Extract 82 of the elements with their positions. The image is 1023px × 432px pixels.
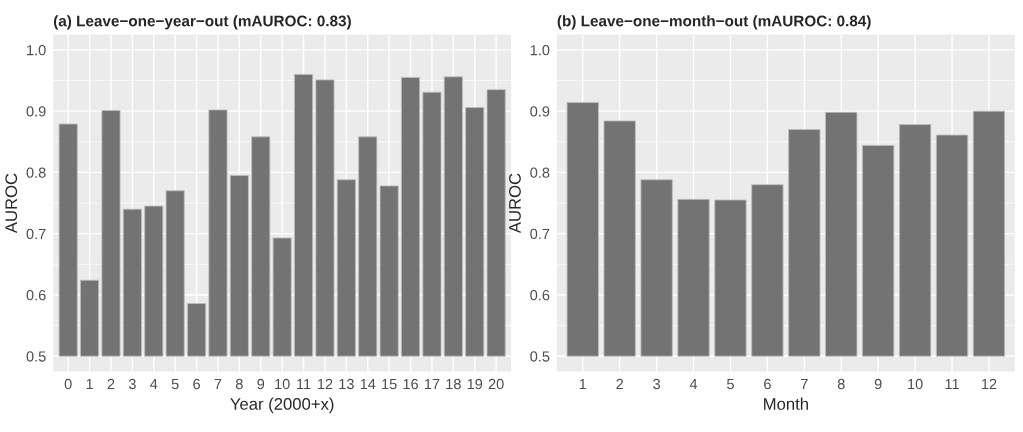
x-tick-label: 16 [403, 378, 419, 390]
x-tick-label: 6 [764, 378, 771, 390]
x-tick-label: 18 [446, 378, 461, 390]
bar [315, 79, 335, 357]
chart-title: (a) Leave−one−year−out (mAUROC: 0.83) [53, 15, 351, 30]
bar [208, 109, 228, 357]
x-tick-label: 1 [86, 379, 93, 390]
x-tick-label: 2 [616, 378, 623, 390]
y-tick-label: 0.5 [530, 351, 550, 362]
bar [751, 184, 784, 357]
x-tick-label: 3 [128, 378, 136, 390]
y-tick-label: 0.6 [26, 290, 46, 301]
bar [101, 110, 121, 357]
x-tick-label: 19 [467, 378, 483, 390]
x-tick-label: 0 [64, 378, 72, 390]
bar [566, 102, 599, 357]
y-axis-title: AUROC [509, 173, 521, 234]
x-tick-label: 6 [193, 378, 200, 390]
y-tick-label: 0.7 [26, 228, 46, 240]
chart-title: (b) Leave−one−month−out (mAUROC: 0.84) [557, 15, 871, 30]
x-tick-label: 7 [214, 379, 222, 390]
bar [358, 136, 378, 357]
bar [122, 208, 142, 357]
bar [379, 185, 399, 357]
bar [422, 91, 442, 357]
x-tick-label: 10 [275, 378, 290, 390]
bar [640, 179, 673, 357]
y-tick-label: 1.0 [530, 44, 550, 56]
x-tick-label: 9 [874, 378, 882, 390]
y-tick-label: 0.7 [530, 228, 550, 240]
bar [187, 303, 207, 357]
bar [401, 77, 421, 357]
x-tick-label: 15 [382, 379, 397, 390]
x-tick-label: 9 [257, 378, 265, 390]
bar [825, 111, 858, 357]
bar [486, 89, 506, 357]
bar [862, 145, 895, 357]
x-tick-label: 8 [837, 378, 845, 390]
bar [972, 110, 1006, 357]
bar [898, 124, 932, 357]
y-tick-label: 0.8 [26, 167, 46, 178]
x-tick-label: 4 [150, 379, 158, 390]
x-axis-title: Month [764, 397, 808, 410]
bar [336, 179, 356, 357]
bar [603, 120, 636, 357]
x-tick-label: 11 [945, 379, 959, 390]
x-tick-label: 8 [235, 378, 243, 390]
bar [677, 198, 710, 357]
x-tick-label: 14 [360, 379, 376, 390]
y-tick-label: 0.9 [26, 106, 46, 117]
x-tick-label: 17 [424, 379, 440, 390]
x-tick-label: 4 [689, 379, 698, 390]
bar [935, 134, 969, 357]
y-axis-title: AUROC [5, 173, 18, 234]
x-tick-label: 2 [107, 378, 115, 390]
x-tick-label: 1 [579, 379, 587, 390]
x-tick-label: 12 [317, 378, 333, 390]
x-tick-label: 11 [297, 379, 311, 390]
y-tick-label: 0.9 [530, 106, 550, 117]
bar [80, 279, 100, 357]
x-tick-label: 5 [171, 379, 179, 390]
x-tick-label: 12 [981, 378, 997, 390]
bar [788, 129, 821, 357]
bar [294, 73, 314, 357]
y-tick-label: 0.6 [530, 290, 550, 301]
x-tick-label: 7 [801, 379, 808, 390]
x-tick-label: 5 [726, 379, 734, 390]
bar [272, 237, 292, 357]
y-tick-label: 0.8 [530, 167, 550, 178]
bar [229, 175, 249, 357]
x-tick-label: 10 [908, 378, 923, 390]
x-axis-title: Year (2000+x) [230, 397, 334, 414]
bar [251, 136, 271, 357]
y-tick-label: 1.0 [27, 44, 46, 56]
x-tick-label: 3 [653, 378, 661, 390]
bar [465, 107, 485, 357]
bar [714, 199, 747, 357]
x-tick-label: 20 [488, 378, 504, 390]
y-tick-label: 0.5 [26, 351, 46, 362]
x-tick-label: 13 [339, 378, 354, 390]
bar [58, 123, 78, 357]
bar [443, 76, 463, 357]
